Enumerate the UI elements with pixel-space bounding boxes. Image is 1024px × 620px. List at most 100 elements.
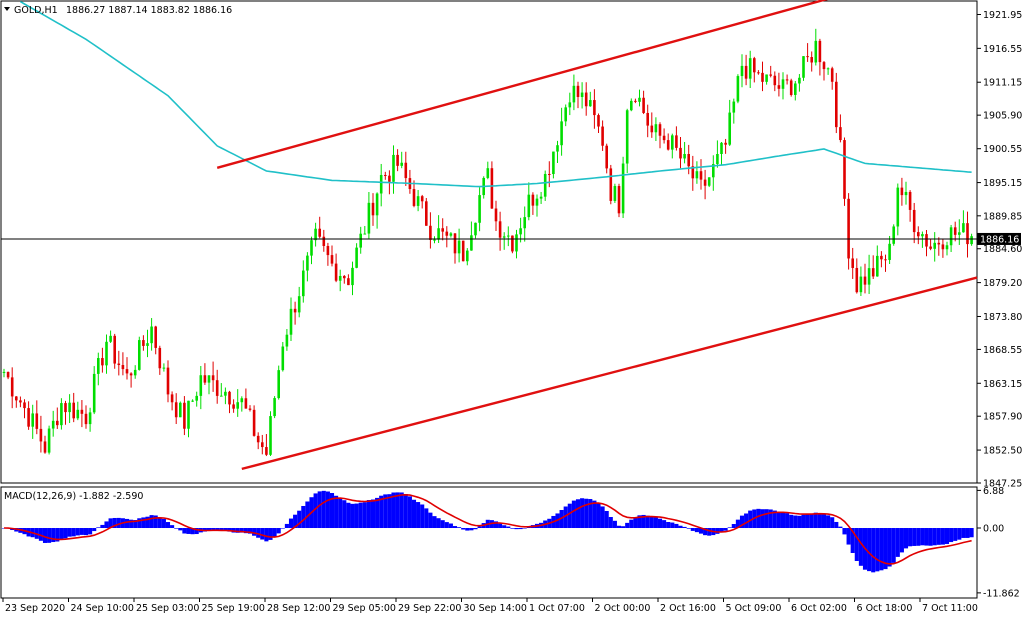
candle-body [388, 175, 391, 182]
histogram-bar [165, 522, 171, 529]
histogram-bar [584, 498, 589, 529]
candle-body [220, 395, 223, 397]
candle-body [281, 346, 285, 371]
channel-lower-line [241, 276, 978, 471]
price-tick-label: 1857.90 [983, 412, 1022, 423]
histogram-bar [641, 514, 646, 529]
candle-body [892, 226, 895, 244]
candle-body [519, 228, 522, 235]
candle-body [97, 358, 100, 374]
histogram-bar [63, 528, 68, 539]
histogram-bar [436, 518, 441, 529]
candle-body [359, 233, 362, 248]
histogram-bar [920, 528, 925, 546]
candle-body [662, 135, 666, 141]
candle-body [707, 177, 711, 186]
candle-body [625, 110, 629, 164]
candle-body [60, 403, 63, 426]
candle-body [203, 375, 207, 383]
histogram-bar [600, 506, 605, 529]
histogram-bar [264, 528, 269, 542]
histogram-bar [293, 514, 298, 529]
ohlc-values: 1886.27 1887.14 1883.82 1886.16 [66, 5, 232, 16]
candle-body [195, 395, 198, 401]
histogram-bar [92, 528, 97, 532]
histogram-bar [317, 491, 322, 529]
candle-body [880, 255, 883, 260]
histogram-bar [612, 520, 617, 529]
candle-body [794, 83, 797, 95]
histogram-bar [502, 525, 507, 529]
histogram-bar [149, 515, 154, 529]
candle-body [584, 92, 588, 107]
histogram-bar [71, 528, 76, 537]
histogram-bar [260, 528, 265, 540]
candle-body [92, 373, 96, 413]
histogram-bar [387, 494, 392, 529]
dropdown-triangle-icon[interactable] [4, 7, 10, 11]
histogram-bar [457, 527, 462, 529]
histogram-bar [957, 528, 962, 540]
candle-body [962, 223, 965, 233]
candle-body [129, 373, 133, 376]
candle-body [502, 236, 506, 238]
price-tick-label: 1900.55 [983, 144, 1022, 155]
candle-body [777, 85, 781, 89]
price-tick-label: 1889.85 [983, 211, 1022, 222]
histogram-bar [776, 511, 781, 529]
candle-body [384, 174, 387, 176]
histogram-bar [399, 492, 404, 529]
candle-body [884, 259, 887, 261]
candle-body [23, 402, 26, 409]
candle-body [925, 234, 928, 247]
macd-histogram [1, 490, 974, 573]
macd-signal-line [3, 493, 972, 565]
histogram-bar [383, 494, 388, 529]
histogram-bar [682, 526, 687, 529]
candle-body [818, 40, 822, 63]
candle-body [748, 58, 752, 79]
candle-body [35, 413, 39, 429]
candle-body [494, 208, 498, 222]
histogram-bar [256, 528, 261, 538]
histogram-bar [137, 518, 142, 529]
histogram-bar [432, 516, 437, 529]
histogram-bar [42, 528, 48, 543]
histogram-bar [571, 500, 576, 529]
candle-body [736, 76, 740, 102]
histogram-bar [157, 517, 162, 529]
candle-body [277, 370, 280, 399]
candle-body [830, 68, 834, 82]
time-tick-label: 2 Oct 00:00 [595, 603, 651, 614]
candle-body [240, 398, 244, 403]
candle-body [449, 233, 453, 236]
candle-body [392, 154, 395, 182]
candle-body [285, 334, 289, 347]
candle-body [720, 142, 723, 154]
candle-body [269, 416, 272, 455]
price-tick-label: 1921.95 [983, 10, 1022, 21]
candle-body [703, 179, 707, 186]
candle-body [347, 278, 350, 286]
histogram-bar [707, 528, 712, 536]
candle-body [621, 163, 625, 214]
histogram-bar [284, 523, 289, 529]
histogram-bar [411, 499, 417, 529]
candle-body [679, 147, 682, 159]
histogram-bar [686, 528, 691, 529]
histogram-bar [559, 509, 564, 529]
histogram-bar [596, 502, 601, 529]
candle-body [781, 79, 785, 89]
candle-body [949, 227, 953, 246]
histogram-bar [358, 502, 363, 529]
candle-body [207, 375, 211, 383]
histogram-bar [477, 526, 482, 529]
histogram-bar [633, 517, 638, 529]
histogram-bar [616, 525, 622, 529]
candle-body [839, 127, 842, 141]
histogram-bar [899, 528, 904, 553]
candle-body [900, 187, 904, 196]
candle-body [396, 154, 399, 166]
candle-body [105, 341, 108, 366]
histogram-bar [903, 528, 909, 549]
